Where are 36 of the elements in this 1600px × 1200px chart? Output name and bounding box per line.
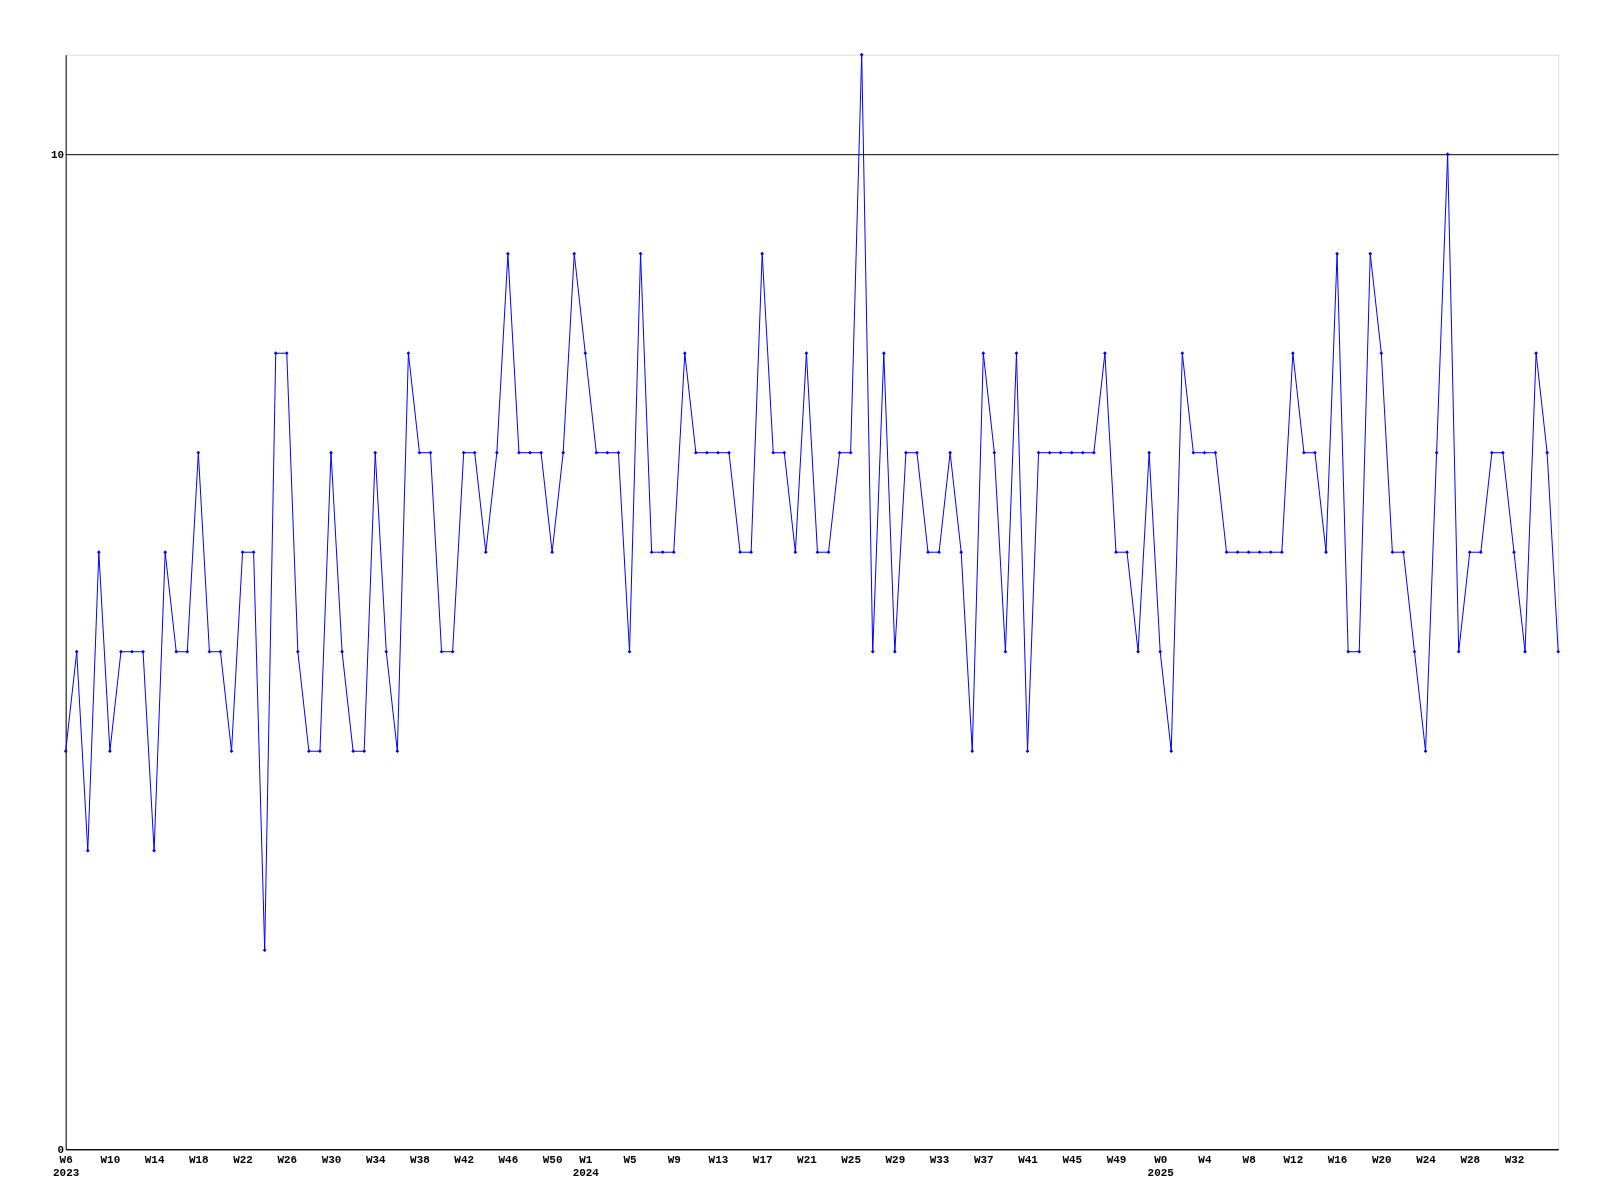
x-tick-label: W17 xyxy=(752,1153,773,1166)
x-tick-label: W50 xyxy=(542,1153,563,1166)
x-tick-label: W5 xyxy=(623,1153,637,1166)
x-tick-label: W0 2025 xyxy=(1147,1153,1174,1179)
x-tick-label: W38 xyxy=(410,1153,430,1166)
x-tick-label: W16 xyxy=(1327,1153,1348,1166)
x-tick-label: W9 xyxy=(667,1153,681,1166)
x-tick-label: W1 2024 xyxy=(572,1153,600,1179)
x-tick-label: W24 xyxy=(1416,1153,1437,1166)
x-tick-label: W6 2023 xyxy=(53,1153,80,1179)
x-tick-label: W30 xyxy=(321,1153,342,1166)
x-tick-label: W21 xyxy=(797,1153,818,1166)
x-tick-label: W37 xyxy=(973,1153,994,1166)
x-tick-label: W42 xyxy=(454,1153,475,1166)
x-tick-label: W26 xyxy=(277,1153,298,1166)
x-tick-label: W18 xyxy=(188,1153,209,1166)
x-tick-label: W10 xyxy=(100,1153,121,1166)
x-tick-label: W22 xyxy=(233,1153,253,1166)
y-tick-label: 0 xyxy=(57,1143,65,1156)
x-tick-label: W14 xyxy=(144,1153,165,1166)
x-tick-label: W28 xyxy=(1460,1153,1481,1166)
x-tick-label: W4 xyxy=(1198,1153,1212,1166)
y-tick-label: 10 xyxy=(51,148,65,161)
x-tick-label: W49 xyxy=(1106,1153,1127,1166)
x-tick-label: W12 xyxy=(1283,1153,1304,1166)
x-tick-label: W46 xyxy=(498,1153,519,1166)
x-tick-label: W8 xyxy=(1242,1153,1256,1166)
x-tick-label: W29 xyxy=(885,1153,906,1166)
x-tick-label: W41 xyxy=(1018,1153,1039,1166)
x-tick-label: W20 xyxy=(1371,1153,1392,1166)
x-tick-label: W45 xyxy=(1062,1153,1083,1166)
x-tick-label: W32 xyxy=(1504,1153,1525,1166)
x-tick-label: W33 xyxy=(929,1153,950,1166)
x-tick-label: W34 xyxy=(365,1153,387,1166)
x-tick-label: W25 xyxy=(841,1153,861,1166)
x-tick-label: W13 xyxy=(708,1153,729,1166)
